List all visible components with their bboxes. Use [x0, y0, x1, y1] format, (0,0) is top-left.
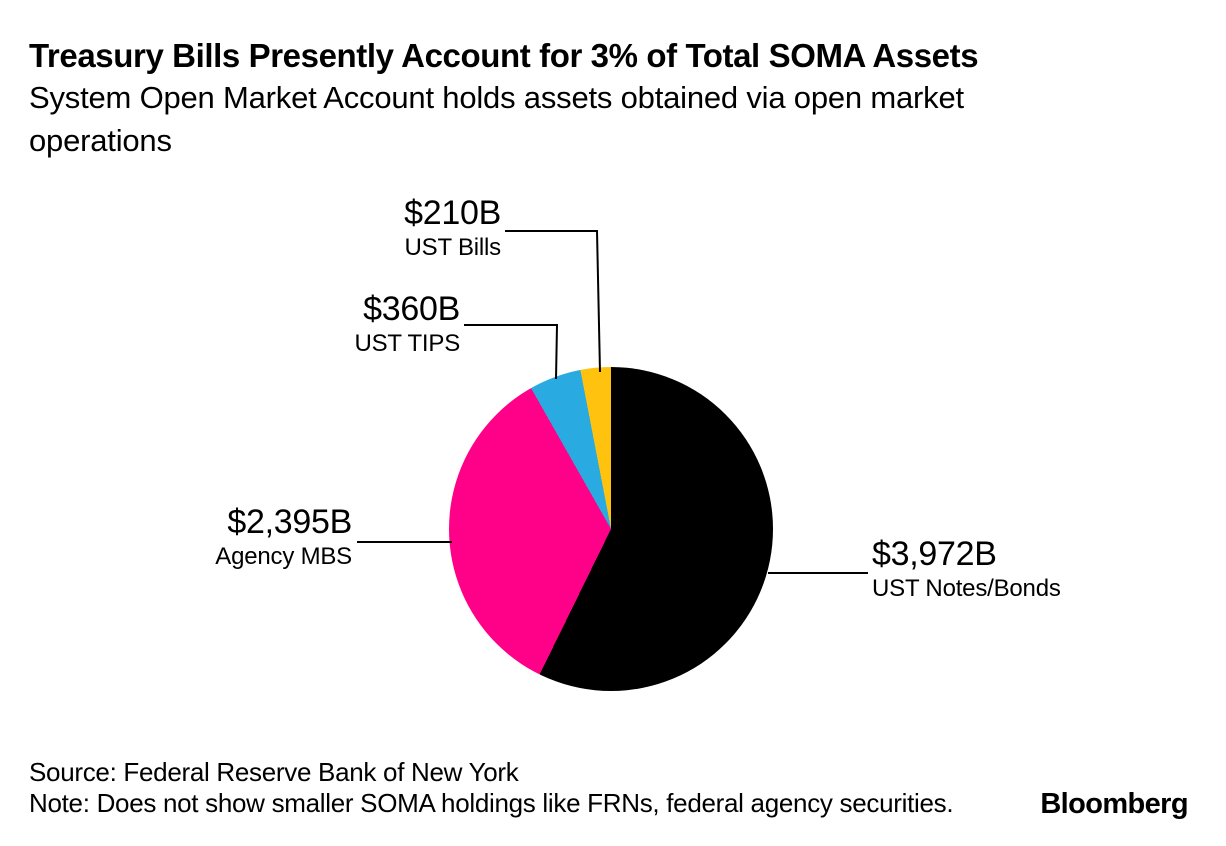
callout-value-ust-notes-bonds: $3,972B — [872, 535, 997, 573]
chart-subtitle: System Open Market Account holds assets … — [29, 80, 964, 158]
leader-line-ust-tips — [464, 324, 559, 380]
source-line: Source: Federal Reserve Bank of New York — [29, 757, 519, 787]
pie-chart — [449, 367, 773, 691]
callout-ust-tips: $360B UST TIPS — [354, 289, 460, 359]
callout-ust-notes-bonds: $3,972B UST Notes/Bonds — [872, 534, 1061, 604]
bloomberg-logo: Bloomberg — [1040, 788, 1188, 820]
callout-label-ust-notes-bonds: UST Notes/Bonds — [872, 575, 1061, 602]
note-line: Note: Does not show smaller SOMA holding… — [29, 788, 954, 818]
callout-value-ust-tips: $360B — [363, 290, 460, 328]
callout-value-agency-mbs: $2,395B — [227, 503, 352, 541]
callout-value-ust-bills: $210B — [404, 194, 501, 232]
callout-agency-mbs: $2,395B Agency MBS — [215, 502, 352, 572]
callout-ust-bills: $210B UST Bills — [404, 193, 501, 263]
callout-label-ust-bills: UST Bills — [404, 234, 502, 261]
chart-title: Treasury Bills Presently Account for 3% … — [29, 37, 979, 74]
callout-label-agency-mbs: Agency MBS — [215, 543, 352, 570]
footer-notes: Source: Federal Reserve Bank of New York… — [29, 757, 954, 819]
leader-line-ust-bills — [505, 230, 601, 373]
callout-label-ust-tips: UST TIPS — [354, 330, 460, 357]
